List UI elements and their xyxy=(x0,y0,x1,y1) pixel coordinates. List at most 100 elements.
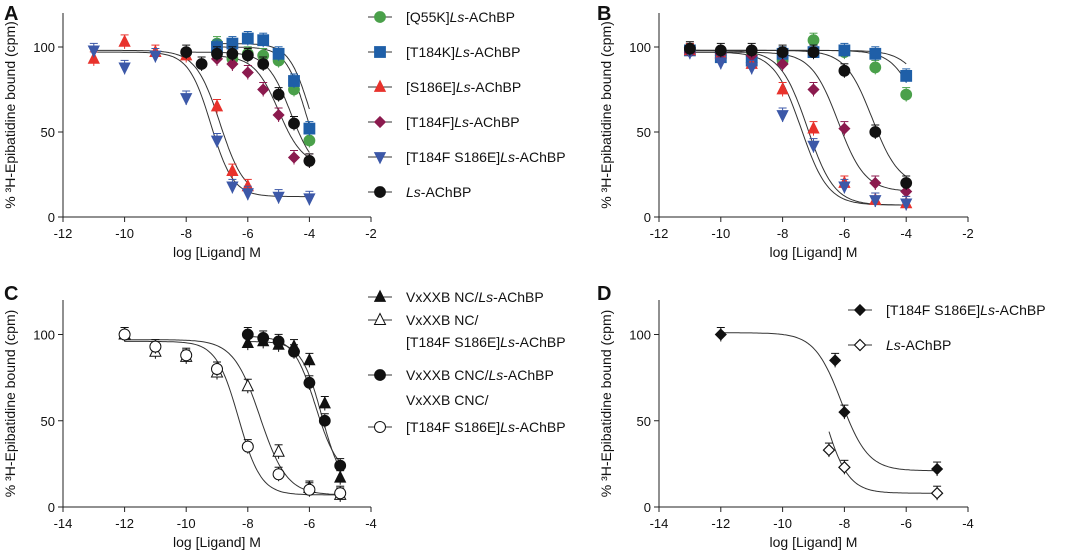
legend-marker xyxy=(374,369,386,381)
data-point xyxy=(900,70,913,82)
data-point xyxy=(869,176,882,190)
y-tick-label: 100 xyxy=(33,328,55,343)
data-point xyxy=(745,44,758,57)
data-point xyxy=(303,193,316,206)
data-point xyxy=(272,47,285,60)
data-point xyxy=(241,335,254,349)
y-tick-label: 0 xyxy=(48,500,55,515)
legend-c-label: [T184F S186E]Ls-AChBP xyxy=(406,334,566,350)
legend-a-label: [T184F]Ls-AChBP xyxy=(406,114,520,130)
data-point xyxy=(807,140,820,153)
data-point xyxy=(272,468,285,481)
legend-c-label: VxXXB CNC/ xyxy=(406,392,489,408)
data-point xyxy=(776,110,789,123)
data-point xyxy=(838,181,851,194)
data-point xyxy=(241,66,254,79)
legend-marker xyxy=(853,338,867,352)
data-point xyxy=(118,62,131,75)
fit-curve xyxy=(93,49,249,184)
data-point xyxy=(745,62,758,75)
fit-curve xyxy=(720,332,938,472)
x-tick-label: -2 xyxy=(365,226,377,241)
data-point xyxy=(272,191,285,204)
legend-marker xyxy=(374,46,386,58)
data-point xyxy=(272,335,285,348)
legend-a: [Q55K]Ls-AChBP [T184K]Ls-AChBP [S186E]Ls-A… xyxy=(368,9,566,200)
data-point xyxy=(272,444,285,457)
x-tick-label: -8 xyxy=(839,516,851,531)
data-point xyxy=(241,440,254,453)
data-point xyxy=(334,487,347,500)
panel-letter: C xyxy=(4,283,18,305)
y-axis-label: % ³H-Epibatidine bound (cpm) xyxy=(2,21,18,209)
data-point xyxy=(288,345,300,358)
x-tick-label: -12 xyxy=(711,516,730,531)
data-point xyxy=(303,154,316,167)
data-point xyxy=(822,443,836,457)
x-tick-label: -14 xyxy=(650,516,669,531)
y-tick-label: 50 xyxy=(41,414,55,429)
panel-letter: A xyxy=(4,3,18,25)
data-point xyxy=(838,44,851,57)
data-point xyxy=(807,46,820,58)
data-point xyxy=(714,328,727,341)
fit-curve xyxy=(828,431,938,494)
data-point xyxy=(807,34,820,47)
data-point xyxy=(210,135,224,148)
x-tick-label: -6 xyxy=(304,516,316,531)
data-point xyxy=(257,34,270,47)
data-point xyxy=(838,122,851,135)
x-axis-label: log [Ligand] M xyxy=(770,244,858,260)
y-tick-label: 0 xyxy=(48,210,55,225)
legend-c-label: [T184F S186E]Ls-AChBP xyxy=(406,419,566,435)
data-point xyxy=(776,57,789,71)
data-point xyxy=(257,83,270,96)
data-point xyxy=(838,64,851,77)
data-point xyxy=(838,460,851,474)
y-tick-label: 50 xyxy=(41,125,55,140)
legend-marker xyxy=(373,152,387,165)
data-point xyxy=(303,122,316,135)
data-point xyxy=(241,49,254,62)
legend-marker xyxy=(853,303,867,317)
x-tick-label: -12 xyxy=(54,226,73,241)
fit-curve xyxy=(93,51,310,198)
legend-c-label: VxXXB CNC/Ls-AChBP xyxy=(406,367,554,383)
panel-b: B -12 -10 -8 -6 -4 -2 0 50 100 log [Ligand] M % ³H-… xyxy=(597,3,974,260)
data-point xyxy=(195,58,208,70)
legend-marker xyxy=(373,312,387,325)
data-point xyxy=(180,93,193,106)
y-tick-label: 100 xyxy=(629,40,651,55)
legend-d-label: Ls-AChBP xyxy=(886,337,951,353)
data-point xyxy=(241,188,254,201)
data-point xyxy=(334,470,347,483)
legend-marker xyxy=(373,79,387,92)
data-point xyxy=(211,47,223,60)
data-point xyxy=(807,121,820,134)
data-point xyxy=(241,378,255,392)
x-tick-label: -4 xyxy=(962,516,974,531)
x-tick-label: -10 xyxy=(177,516,196,531)
x-axis-label: log [Ligand] M xyxy=(173,534,261,550)
data-point xyxy=(272,108,285,122)
data-point xyxy=(303,376,316,389)
legend-a-label: [S186E]Ls-AChBP xyxy=(406,79,521,95)
x-tick-label: -10 xyxy=(115,226,134,241)
panel-c: C -14 -12 -10 -8 -6 -4 0 50 100 log [Ligand] M % ³H… xyxy=(2,283,377,550)
series-0 xyxy=(714,327,944,477)
data-point xyxy=(288,117,300,130)
x-tick-label: -10 xyxy=(773,516,792,531)
x-tick-label: -8 xyxy=(242,516,254,531)
fit-curve xyxy=(124,340,341,496)
data-point xyxy=(869,126,882,138)
data-point xyxy=(149,50,162,63)
data-point xyxy=(869,47,882,60)
y-tick-label: 50 xyxy=(637,414,651,429)
x-axis-label: log [Ligand] M xyxy=(173,244,261,260)
data-point xyxy=(684,42,696,55)
data-point xyxy=(900,177,913,189)
data-point xyxy=(149,340,162,353)
panel-letter: D xyxy=(597,283,611,305)
data-point xyxy=(776,46,789,58)
